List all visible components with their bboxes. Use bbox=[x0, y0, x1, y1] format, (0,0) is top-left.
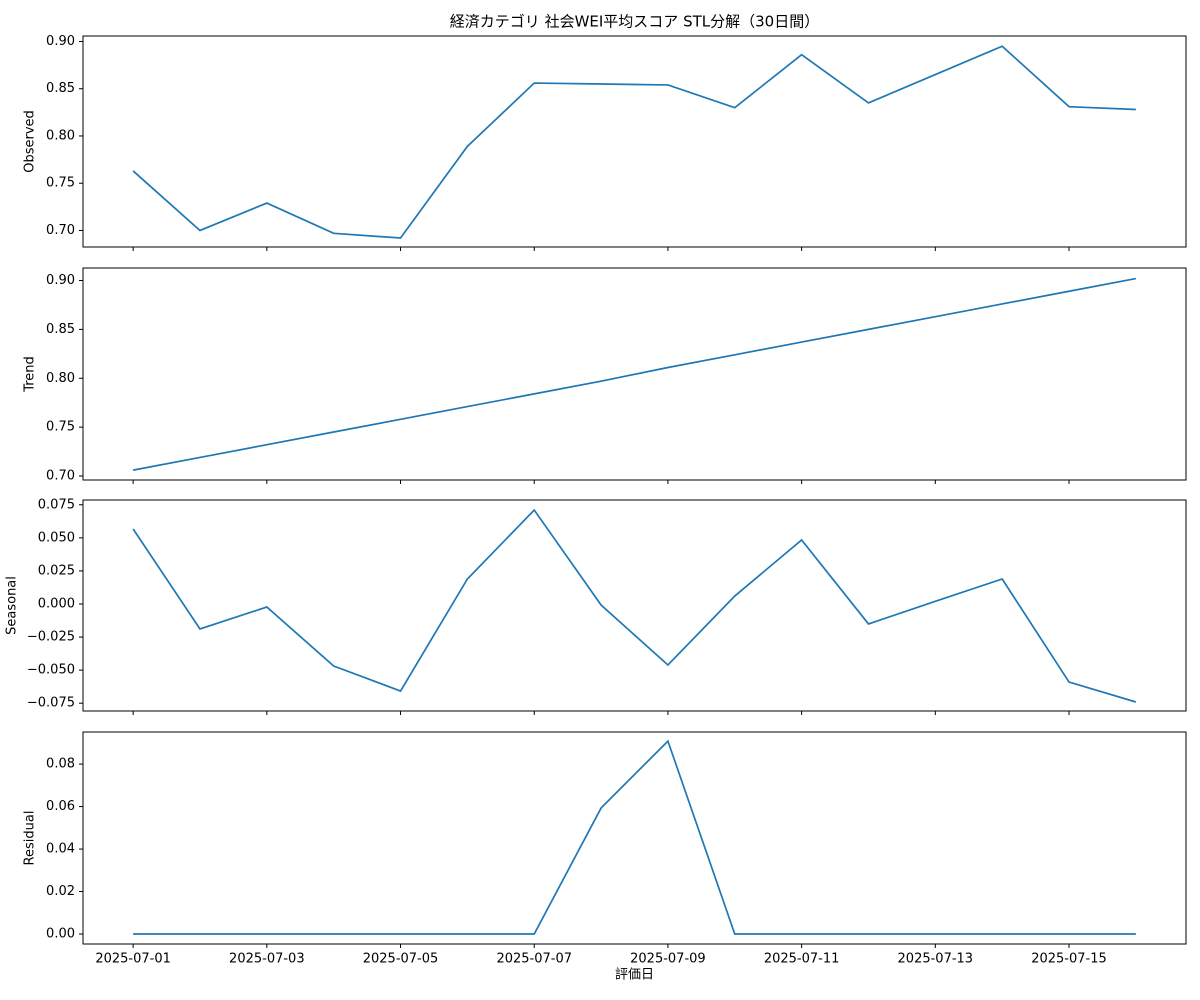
y-tick-label: 0.02 bbox=[46, 884, 75, 899]
y-tick-label: 0.90 bbox=[46, 273, 75, 288]
y-tick-label: 0.04 bbox=[46, 842, 75, 857]
x-tick-label: 2025-07-05 bbox=[363, 952, 439, 967]
line bbox=[132, 45, 1136, 239]
y-tick-label: −0.075 bbox=[27, 696, 75, 711]
plot-frame bbox=[82, 499, 1187, 712]
y-tick-label: 0.000 bbox=[38, 596, 75, 611]
y-axis-label: Residual bbox=[23, 811, 38, 866]
x-tick-label: 2025-07-11 bbox=[764, 952, 840, 967]
y-tick-label: 0.025 bbox=[38, 563, 75, 578]
y-tick-label: 0.80 bbox=[46, 128, 75, 143]
x-tick-label: 2025-07-09 bbox=[630, 952, 706, 967]
y-tick-label: 0.85 bbox=[46, 322, 75, 337]
plot-frame bbox=[82, 267, 1187, 481]
y-tick-label: 0.08 bbox=[46, 757, 75, 772]
line bbox=[132, 508, 1137, 703]
line bbox=[132, 277, 1137, 471]
y-tick-label: 0.75 bbox=[46, 420, 75, 435]
x-tick-label: 2025-07-15 bbox=[1031, 952, 1107, 967]
y-tick-label: −0.050 bbox=[27, 663, 75, 678]
y-tick-label: 0.75 bbox=[46, 176, 75, 191]
x-tick-label: 2025-07-07 bbox=[496, 952, 572, 967]
y-tick-label: 0.90 bbox=[46, 34, 75, 49]
y-tick-label: 0.050 bbox=[38, 530, 75, 545]
y-axis-label: Trend bbox=[23, 356, 38, 393]
plot-frame bbox=[82, 35, 1187, 248]
x-axis-label: 評価日 bbox=[615, 968, 654, 983]
y-tick-label: 0.70 bbox=[46, 468, 75, 483]
x-tick-label: 2025-07-03 bbox=[229, 952, 305, 967]
x-tick-label: 2025-07-01 bbox=[95, 952, 171, 967]
y-tick-label: −0.025 bbox=[27, 630, 75, 645]
y-tick-label: 0.85 bbox=[46, 81, 75, 96]
plot-frame bbox=[82, 731, 1187, 945]
y-axis-label: Seasonal bbox=[5, 576, 20, 635]
y-tick-label: 0.06 bbox=[46, 799, 75, 814]
y-tick-label: 0.80 bbox=[46, 371, 75, 386]
y-tick-label: 0.00 bbox=[46, 927, 75, 942]
line bbox=[133, 739, 1136, 935]
x-tick-label: 2025-07-13 bbox=[898, 952, 974, 967]
y-tick-label: 0.075 bbox=[38, 497, 75, 512]
y-axis-label: Observed bbox=[23, 110, 38, 173]
y-tick-label: 0.70 bbox=[46, 223, 75, 238]
chart-title: 経済カテゴリ 社会WEI平均スコア STL分解（30日間） bbox=[450, 13, 819, 31]
